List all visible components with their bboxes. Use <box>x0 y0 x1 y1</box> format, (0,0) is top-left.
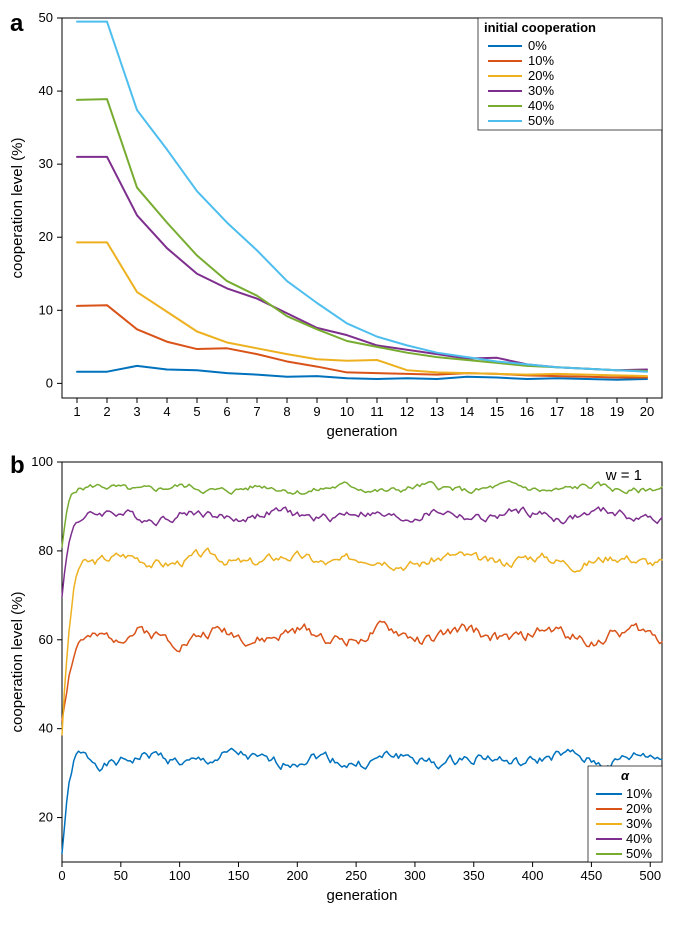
svg-text:350: 350 <box>463 868 485 883</box>
svg-text:450: 450 <box>581 868 603 883</box>
svg-text:20%: 20% <box>626 801 652 816</box>
svg-text:50: 50 <box>114 868 128 883</box>
svg-text:40: 40 <box>39 721 53 736</box>
svg-text:generation: generation <box>327 887 398 904</box>
svg-text:20: 20 <box>39 810 53 825</box>
svg-text:10%: 10% <box>626 786 652 801</box>
svg-text:w = 1: w = 1 <box>605 467 642 484</box>
svg-text:50%: 50% <box>626 846 652 861</box>
svg-text:0: 0 <box>58 868 65 883</box>
figure: a b 123456789101112131415161718192001020… <box>0 0 685 925</box>
svg-text:250: 250 <box>345 868 367 883</box>
svg-text:80: 80 <box>39 543 53 558</box>
svg-text:300: 300 <box>404 868 426 883</box>
svg-text:30%: 30% <box>626 816 652 831</box>
svg-text:100: 100 <box>31 454 53 469</box>
svg-text:40%: 40% <box>626 831 652 846</box>
svg-text:500: 500 <box>639 868 661 883</box>
svg-text:100: 100 <box>169 868 191 883</box>
svg-text:150: 150 <box>228 868 250 883</box>
svg-text:200: 200 <box>286 868 308 883</box>
svg-text:400: 400 <box>522 868 544 883</box>
svg-text:cooperation level (%): cooperation level (%) <box>9 592 26 733</box>
svg-text:60: 60 <box>39 632 53 647</box>
svg-text:α: α <box>621 768 630 783</box>
chart-b: 0 50 100 150 200 250 300 350 400 450 500 20 40 60 80 10… <box>0 0 685 925</box>
